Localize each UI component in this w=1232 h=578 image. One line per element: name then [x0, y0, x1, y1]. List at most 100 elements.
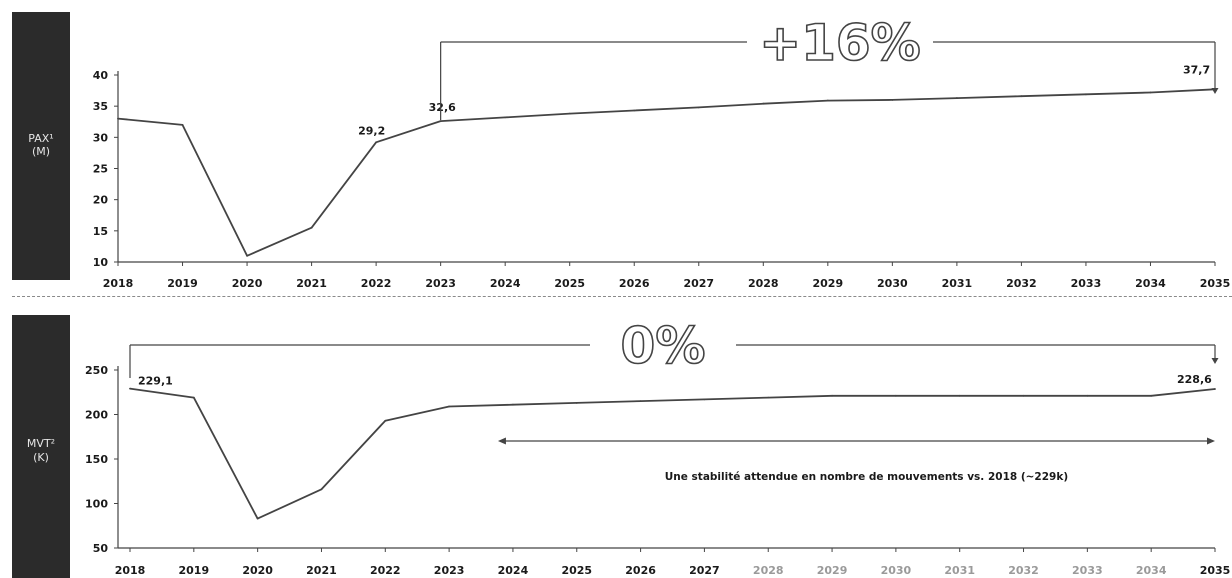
pax-data-label: 32,6: [429, 101, 456, 114]
pax-x-tick-label: 2028: [748, 277, 779, 290]
pax-data-point: [826, 99, 829, 102]
mvt-x-tick-label: 2025: [561, 564, 592, 577]
pax-x-tick-label: 2035: [1200, 277, 1231, 290]
pax-data-point: [1149, 91, 1152, 94]
pax-x-tick-label: 2024: [490, 277, 521, 290]
mvt-y-tick-label: 150: [85, 453, 108, 466]
mvt-x-tick-label: 2021: [306, 564, 337, 577]
pax-series-line: [117, 88, 1216, 257]
mvt-data-point: [639, 400, 642, 403]
mvt-data-point: [192, 396, 195, 399]
pax-y-tick-label: 25: [93, 163, 108, 176]
mvt-data-point: [256, 517, 259, 520]
pax-label: PAX¹: [28, 132, 54, 145]
pax-x-tick-label: 2030: [877, 277, 908, 290]
pax-data-point: [633, 109, 636, 112]
pax-y-tick-label: 15: [93, 225, 108, 238]
pax-data-point: [181, 123, 184, 126]
mvt-x-tick-label: 2035: [1200, 564, 1231, 577]
pax-label-box: PAX¹ (M): [12, 12, 70, 280]
mvt-data-point: [512, 403, 514, 406]
mvt-x-tick-label: 2024: [498, 564, 529, 577]
pax-unit: (M): [31, 145, 51, 158]
pax-data-point: [697, 106, 700, 109]
pax-x-tick-label: 2020: [232, 277, 263, 290]
pax-x-tick-label: 2019: [167, 277, 198, 290]
mvt-x-tick-label: 2031: [944, 564, 975, 577]
mvt-data-point: [129, 387, 131, 390]
mvt-x-tick-label: 2022: [370, 564, 401, 577]
pax-data-point: [117, 117, 119, 120]
mvt-x-tick-label: 2026: [625, 564, 656, 577]
mvt-label-box: MVT² (K): [12, 315, 70, 578]
mvt-label: MVT²: [26, 437, 56, 450]
pax-x-tick-label: 2021: [296, 277, 327, 290]
mvt-y-tick-label: 200: [85, 409, 108, 422]
mvt-x-tick-label: 2032: [1008, 564, 1039, 577]
mvt-data-point: [1150, 394, 1153, 397]
mvt-data-point: [894, 394, 897, 397]
mvt-y-tick-label: 100: [85, 498, 108, 511]
pax-data-point: [246, 254, 248, 257]
mvt-x-tick-label: 2033: [1072, 564, 1103, 577]
pax-x-tick-label: 2023: [425, 277, 456, 290]
mvt-range-arrowhead-left: [497, 437, 506, 445]
pax-data-point: [891, 99, 894, 101]
pax-data-point: [1085, 93, 1087, 96]
mvt-data-point: [958, 394, 961, 397]
pax-data-point: [375, 141, 378, 144]
pax-y-tick-label: 40: [93, 69, 109, 82]
mvt-x-tick-label: 2018: [115, 564, 146, 577]
pax-x-tick-label: 2032: [1006, 277, 1037, 290]
mvt-data-point: [703, 398, 706, 401]
pax-x-tick-label: 2033: [1071, 277, 1102, 290]
mvt-x-tick-label: 2028: [753, 564, 784, 577]
pax-x-tick-label: 2029: [813, 277, 844, 290]
mvt-unit: (K): [33, 451, 49, 464]
pax-data-point: [310, 226, 313, 229]
pax-growth-arrowhead: [1211, 88, 1219, 94]
pax-x-tick-label: 2027: [683, 277, 714, 290]
pax-data-point: [504, 116, 507, 119]
pax-x-tick-label: 2025: [554, 277, 585, 290]
mvt-x-tick-label: 2020: [242, 564, 273, 577]
mvt-data-point: [575, 402, 578, 404]
mvt-x-tick-label: 2030: [881, 564, 912, 577]
mvt-growth-arrowhead: [1211, 358, 1219, 364]
pax-data-point: [1020, 95, 1023, 98]
mvt-data-point: [767, 396, 770, 399]
mvt-series-line: [129, 387, 1216, 520]
pax-x-tick-label: 2031: [942, 277, 973, 290]
mvt-data-point: [831, 394, 833, 397]
pax-data-point: [955, 97, 958, 99]
mvt-data-point: [448, 405, 451, 408]
pax-growth-label: +16%: [759, 14, 921, 72]
pax-y-tick-label: 20: [93, 194, 109, 207]
mvt-data-point: [1214, 388, 1216, 390]
pax-x-tick-label: 2034: [1135, 277, 1166, 290]
mvt-data-point: [1086, 394, 1089, 397]
mvt-x-tick-label: 2034: [1136, 564, 1167, 577]
pax-y-tick-label: 35: [93, 100, 108, 113]
mvt-data-point: [320, 488, 323, 491]
pax-data-label: 37,7: [1183, 63, 1210, 76]
mvt-y-tick-label: 250: [85, 364, 108, 377]
pax-y-tick-label: 30: [93, 131, 109, 144]
mvt-data-point: [384, 419, 387, 422]
pax-data-label: 29,2: [358, 124, 385, 137]
mvt-x-tick-label: 2019: [179, 564, 210, 577]
pax-x-tick-label: 2022: [361, 277, 392, 290]
pax-data-point: [439, 120, 442, 123]
pax-x-tick-label: 2026: [619, 277, 650, 290]
pax-data-point: [762, 102, 765, 105]
pax-y-tick-label: 10: [93, 256, 109, 269]
mvt-x-tick-label: 2029: [817, 564, 848, 577]
pax-x-tick-label: 2018: [103, 277, 134, 290]
mvt-range-arrowhead-right: [1207, 437, 1215, 445]
mvt-range-annotation-text: Une stabilité attendue en nombre de mouv…: [665, 471, 1068, 483]
mvt-y-tick-label: 50: [93, 542, 109, 555]
mvt-data-label: 228,6: [1177, 373, 1212, 386]
mvt-x-tick-label: 2027: [689, 564, 720, 577]
